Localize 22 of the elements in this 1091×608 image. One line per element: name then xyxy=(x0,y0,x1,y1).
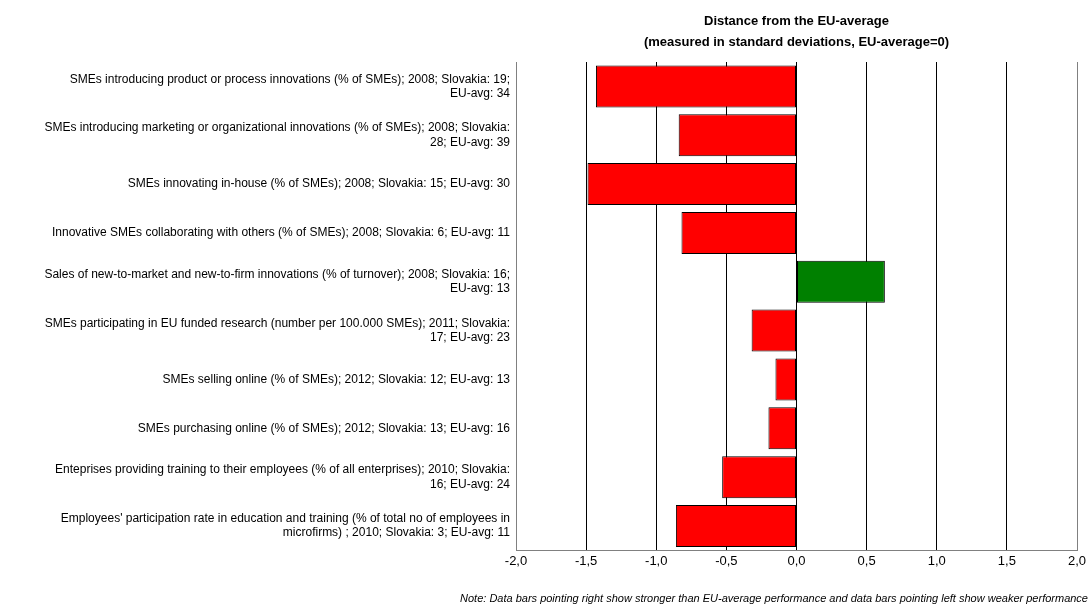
chart-title: Distance from the EU-average xyxy=(704,13,889,28)
x-tick-label: 0,5 xyxy=(857,552,876,568)
x-tick-label: 1,0 xyxy=(927,552,946,568)
y-tick-label: SMEs innovating in-house (% of SMEs); 2008; Slovakia: 15; EU-avg: 30 xyxy=(127,176,511,191)
x-tick-label: -2,0 xyxy=(504,552,528,568)
x-tick-label: 0,0 xyxy=(787,552,806,568)
y-tick-label: SMEs selling online (% of SMEs); 2012; Slovakia: 12; EU-avg: 13 xyxy=(162,371,511,386)
y-tick-label: Sales of new-to-market and new-to-firm innovations (% of turnover); 2008; Slovakia: 16; EU-avg: 13 xyxy=(44,266,511,296)
y-tick-label: Enteprises providing training to their employees (% of all enterprises); 2010; Slovakia: 16; EU-avg: 24 xyxy=(55,462,511,491)
x-tick-label: -1,5 xyxy=(574,552,598,568)
text: Note: Data bars pointing right show stronger than EU-average performance and data bars pointing left show weaker performance xyxy=(460,592,1088,604)
y-tick-label: SMEs introducing marketing or organizational innovations (% of SMEs); 2008; Slovakia: 28; EU-avg: 39 xyxy=(44,120,511,149)
y-tick-label: Innovative SMEs collaborating with others (% of SMEs); 2008; Slovakia: 6; EU-avg: 11 xyxy=(52,225,511,240)
x-tick-label: -0,5 xyxy=(715,552,738,568)
x-tick-label: 1,5 xyxy=(997,552,1016,568)
x-tick-label: 2,0 xyxy=(1067,552,1087,568)
y-tick-label: SMEs participating in EU funded research (number per 100.000 SMEs); 2011; Slovakia: 17; EU-avg: 23 xyxy=(44,315,511,345)
x-tick-label: -1,0 xyxy=(645,552,668,568)
y-tick-label: Employees' participation rate in education and training (% of total no of employees in microfirms) ; 2010; Slovakia: 3; EU-avg: 11 xyxy=(60,511,511,540)
y-tick-label: SMEs introducing product or process innovations (% of SMEs); 2008; Slovakia: 19; EU-avg: 34 xyxy=(69,71,511,100)
y-tick-label: SMEs purchasing online (% of SMEs); 2012; Slovakia: 13; EU-avg: 16 xyxy=(137,420,511,435)
chart-subtitle: (measured in standard deviations, EU-average=0) xyxy=(643,34,950,49)
